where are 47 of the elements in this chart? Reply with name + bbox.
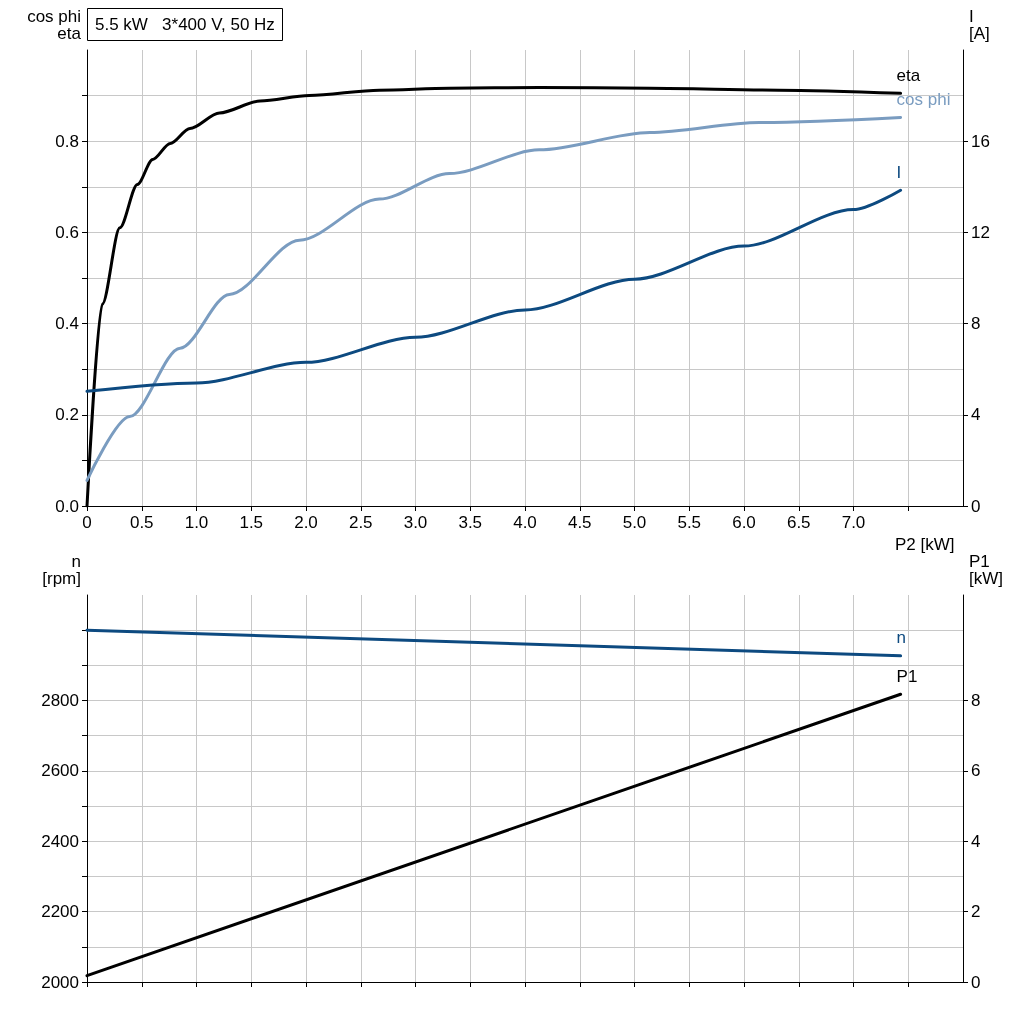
x-tick-label: 2.0	[294, 513, 318, 532]
series-label: P1	[896, 666, 918, 686]
x-tick-label: 3.0	[403, 513, 428, 532]
y-tick-label: 0.8	[55, 131, 79, 151]
y2-axis-title: I [A]	[969, 7, 990, 43]
y-tick-label: 0.2	[55, 405, 79, 425]
x-tick-label: 1.0	[184, 513, 209, 532]
y-tick-label: 2200	[41, 902, 79, 922]
x-tick-label: 4.0	[513, 513, 537, 532]
y2-tick-label: 0	[971, 496, 981, 516]
chart-title: 5.5 kW 3*400 V, 50 Hz	[95, 15, 275, 34]
y2-tick-label: 2	[971, 902, 981, 922]
series-label: I	[896, 162, 902, 182]
y2-tick-label: 8	[971, 314, 981, 334]
y2-tick-label: 12	[971, 222, 990, 242]
y2-tick-label: 16	[971, 131, 990, 151]
x-tick-label: 0.5	[129, 513, 154, 532]
y2-tick-label: 4	[971, 831, 981, 851]
y-axis-title: cos phi eta	[27, 7, 82, 43]
y2-tick-label: 8	[971, 691, 981, 711]
x-axis-title: P2 [kW]	[895, 535, 955, 554]
x-tick-label: 5.0	[622, 513, 647, 532]
y-tick-label: 2800	[41, 691, 79, 711]
series-label: n	[896, 628, 907, 648]
y-tick-label: 2000	[41, 972, 79, 992]
x-tick-label: 5.5	[677, 513, 702, 532]
y-tick-label: 2600	[41, 761, 79, 781]
y-tick-label: 0.0	[55, 496, 79, 516]
x-tick-label: 7.0	[841, 513, 866, 532]
y-tick-label: 2400	[41, 831, 79, 851]
y-axis-title: n [rpm]	[42, 552, 81, 588]
x-tick-label: 1.5	[239, 513, 264, 532]
x-tick-label: 6.0	[732, 513, 756, 532]
y-tick-label: 0.6	[55, 222, 79, 242]
x-tick-label: 3.5	[458, 513, 483, 532]
x-tick-label: 2.5	[348, 513, 373, 532]
x-tick-label: 6.5	[786, 513, 811, 532]
x-tick-label: 4.5	[567, 513, 592, 532]
x-tick-label: 0	[82, 513, 92, 532]
y2-tick-label: 6	[971, 761, 981, 781]
y-tick-label: 0.4	[55, 314, 79, 334]
series-label: eta	[896, 65, 921, 85]
y2-tick-label: 0	[971, 972, 981, 992]
y2-tick-label: 4	[971, 405, 981, 425]
line-series	[85, 188, 903, 393]
series-label: cos phi	[896, 89, 951, 109]
y2-axis-title: P1 [kW]	[969, 552, 1003, 588]
